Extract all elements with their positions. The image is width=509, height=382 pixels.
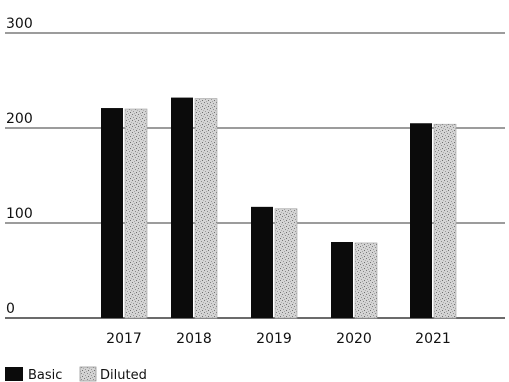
x-tick-label: 2018: [176, 331, 212, 347]
legend: Basic Diluted: [5, 366, 147, 382]
y-tick-label: 0: [6, 301, 15, 317]
bars: [101, 97, 457, 319]
bar-diluted-2020: [354, 242, 378, 319]
bar-diluted-2021: [433, 123, 457, 319]
legend-swatch-diluted: [79, 366, 97, 382]
legend-label-diluted: Diluted: [100, 368, 147, 382]
bar-diluted-2017: [124, 108, 148, 319]
bar-basic-2020: [331, 242, 353, 318]
x-tick-label: 2019: [256, 331, 292, 347]
bar-basic-2018: [171, 97, 193, 318]
bar-diluted-2018: [194, 98, 218, 319]
legend-label-basic: Basic: [28, 368, 62, 382]
bar-diluted-2019: [274, 208, 298, 319]
legend-swatch-basic: [5, 367, 23, 381]
y-tick-label: 300: [6, 16, 33, 32]
x-tick-label: 2021: [415, 331, 451, 347]
x-tick-labels: 2017 2018 2019 2020 2021: [106, 331, 451, 347]
bar-basic-2017: [101, 108, 123, 318]
y-tick-label: 100: [6, 206, 33, 222]
y-tick-label: 200: [6, 111, 33, 127]
y-tick-labels: 0 100 200 300: [6, 16, 33, 317]
x-tick-label: 2017: [106, 331, 142, 347]
bar-basic-2019: [251, 206, 273, 318]
x-tick-label: 2020: [336, 331, 372, 347]
bar-basic-2021: [410, 123, 432, 318]
